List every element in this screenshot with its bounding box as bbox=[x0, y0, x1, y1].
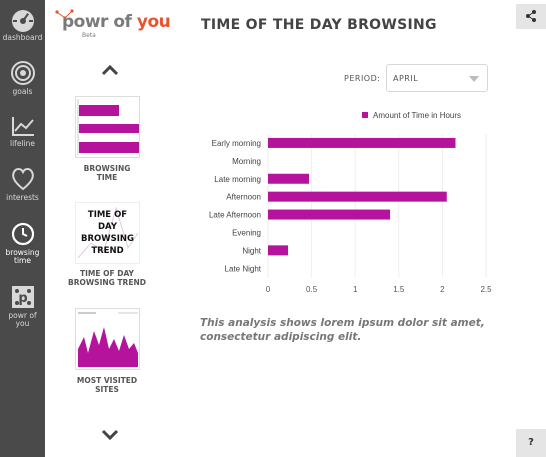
period-value: APRIL bbox=[393, 74, 419, 83]
heart-icon bbox=[11, 168, 34, 191]
svg-text:p: p bbox=[18, 291, 27, 306]
thumbnail-time-of-day-trend[interactable]: TIME OF DAY BROWSING TREND bbox=[75, 202, 140, 264]
clock-icon bbox=[11, 222, 34, 246]
period-label: PERIOD: bbox=[344, 74, 381, 83]
line-chart-icon bbox=[11, 117, 34, 136]
bar[interactable] bbox=[268, 173, 309, 184]
x-tick-label: 2 bbox=[440, 285, 445, 294]
x-tick-label: 2.5 bbox=[480, 285, 492, 294]
category-label: Evening bbox=[232, 228, 261, 237]
beta-badge: Beta bbox=[82, 32, 96, 39]
powr-logo-icon: p bbox=[11, 286, 34, 308]
category-label: Early morning bbox=[212, 139, 261, 148]
sidebar-item-dashboard[interactable]: dashboard bbox=[0, 8, 45, 42]
sidebar-item-label: interests bbox=[6, 193, 39, 202]
sidebar-item-label: goals bbox=[12, 87, 33, 96]
category-label: Late morning bbox=[214, 175, 261, 184]
mini-line-chart-icon bbox=[77, 206, 139, 259]
logo-mark-icon bbox=[55, 9, 74, 20]
bar[interactable] bbox=[268, 191, 447, 202]
category-label: Night bbox=[242, 246, 261, 255]
category-label: Morning bbox=[232, 157, 261, 166]
sidebar-item-lifeline[interactable]: lifeline bbox=[0, 114, 45, 148]
share-button[interactable] bbox=[516, 4, 546, 29]
thumbnail-label-line: TIME OF DAY bbox=[80, 269, 134, 278]
sidebar-item-powr-of-you[interactable]: p powr of you bbox=[0, 284, 45, 328]
sidebar-item-label: time bbox=[14, 256, 31, 265]
thumbnail-most-visited-sites[interactable] bbox=[75, 308, 140, 370]
thumbnail-label-browsing-time: BROWSING TIME bbox=[62, 164, 152, 182]
logo-text-accent: you bbox=[136, 12, 171, 32]
analysis-caption: This analysis shows lorem ipsum dolor si… bbox=[200, 317, 485, 343]
dashboard-icon bbox=[11, 10, 34, 32]
chart-gridlines bbox=[267, 134, 487, 278]
mini-area-chart-icon bbox=[78, 312, 138, 367]
thumbnail-overlay-line: BROWSING bbox=[80, 234, 134, 244]
legend-swatch bbox=[362, 112, 368, 118]
share-icon bbox=[526, 10, 536, 22]
chart-category-labels: Early morning Morning Late morning Afternoo… bbox=[209, 139, 262, 273]
caret-down-icon bbox=[469, 76, 479, 82]
help-button[interactable]: ? bbox=[516, 429, 546, 457]
chart-legend: Amount of Time in Hours bbox=[362, 111, 461, 120]
sidebar-item-label: browsing bbox=[5, 248, 40, 257]
bar[interactable] bbox=[268, 209, 391, 220]
thumbnail-overlay-line: DAY bbox=[98, 222, 117, 232]
thumbnail-label-line: BROWSING bbox=[83, 164, 131, 173]
sidebar-item-label: lifeline bbox=[10, 139, 35, 148]
thumbnail-label-most-visited-sites: MOST VISITED SITES bbox=[62, 376, 152, 394]
chevron-down-icon[interactable] bbox=[101, 429, 119, 441]
thumbnail-label-time-of-day-trend: TIME OF DAY BROWSING TREND bbox=[62, 269, 152, 287]
sidebar-item-label: you bbox=[15, 319, 30, 328]
category-label: Late Afternoon bbox=[209, 211, 261, 220]
sidebar-item-interests[interactable]: interests bbox=[0, 166, 45, 202]
chevron-up-icon[interactable] bbox=[101, 64, 119, 76]
x-tick-label: 1 bbox=[353, 285, 358, 294]
thumbnail-overlay-line: TREND bbox=[91, 246, 124, 256]
sidebar-item-goals[interactable]: goals bbox=[0, 60, 45, 96]
thumbnail-label-line: TIME bbox=[96, 173, 118, 182]
sidebar-nav: dashboard goals lifeline interests bbox=[0, 0, 45, 457]
target-icon bbox=[10, 61, 35, 85]
category-label: Late Night bbox=[225, 264, 262, 273]
x-tick-label: 0 bbox=[266, 285, 271, 294]
sidebar-item-label: powr of bbox=[8, 311, 37, 320]
chart-bars bbox=[268, 137, 456, 256]
bar[interactable] bbox=[268, 137, 456, 148]
thumbnail-label-line: SITES bbox=[95, 385, 119, 394]
chart-x-ticks: 0 0.5 1 1.5 2 2.5 bbox=[266, 285, 492, 294]
x-tick-label: 0.5 bbox=[306, 285, 318, 294]
logo-text: powr of you bbox=[62, 12, 171, 32]
bar[interactable] bbox=[268, 245, 289, 256]
sidebar-item-browsing-time[interactable]: browsing time bbox=[0, 221, 45, 265]
thumbnail-label-line: BROWSING TREND bbox=[68, 278, 146, 287]
thumbnail-overlay-line: TIME OF bbox=[87, 210, 128, 220]
thumbnail-browsing-time[interactable] bbox=[75, 96, 140, 158]
logo-text-main: powr of bbox=[62, 12, 137, 32]
page-title: TIME OF THE DAY BROWSING bbox=[201, 17, 437, 33]
mini-bar-chart-icon bbox=[77, 99, 139, 155]
category-label: Afternoon bbox=[226, 193, 261, 202]
sidebar-item-label: dashboard bbox=[2, 33, 43, 42]
thumbnail-label-line: MOST VISITED bbox=[76, 376, 138, 385]
app-logo[interactable]: powr of you Beta bbox=[55, 8, 171, 40]
period-select[interactable]: APRIL bbox=[386, 64, 488, 92]
legend-label: Amount of Time in Hours bbox=[373, 111, 461, 120]
thumbnail-overlay-title: TIME OF DAY BROWSING TREND bbox=[76, 209, 139, 257]
time-of-day-bar-chart: Amount of Time in Hours Early morning Mor… bbox=[209, 111, 492, 294]
x-tick-label: 1.5 bbox=[393, 285, 405, 294]
